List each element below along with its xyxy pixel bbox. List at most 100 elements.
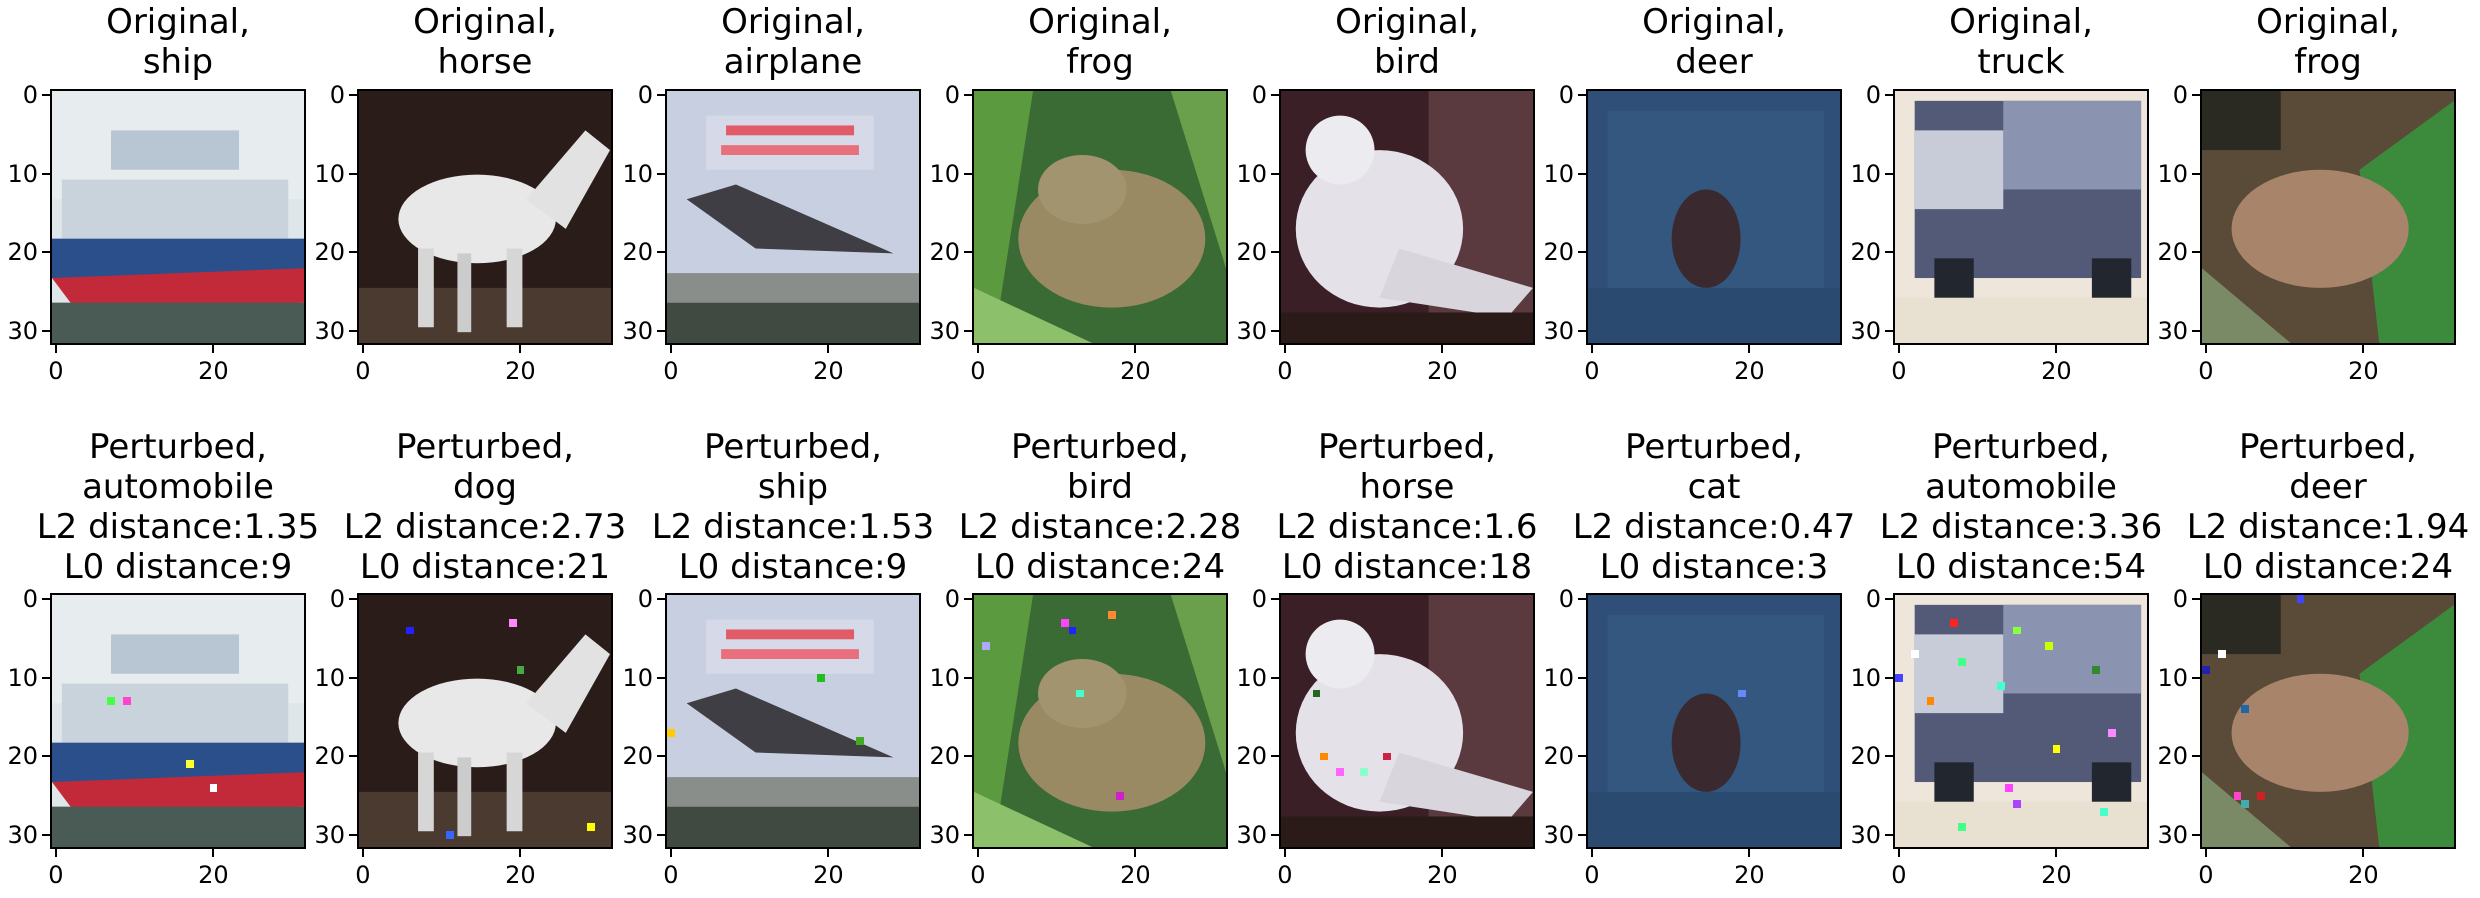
x-tick-label: 0 bbox=[1277, 357, 1293, 385]
y-tick bbox=[964, 834, 972, 837]
x-tick bbox=[669, 345, 672, 353]
panel-title-line: L2 distance:1.53 bbox=[651, 507, 935, 547]
y-tick-label: 0 bbox=[22, 584, 38, 613]
y-tick bbox=[42, 755, 50, 758]
x-tick-label: 20 bbox=[813, 861, 844, 889]
x-tick bbox=[212, 849, 215, 857]
y-tick-label: 10 bbox=[2157, 663, 2188, 692]
x-tick-label: 0 bbox=[1584, 861, 1600, 889]
y-tick-label: 30 bbox=[314, 317, 345, 346]
y-tick-label: 0 bbox=[944, 80, 960, 109]
cifar-image bbox=[972, 593, 1228, 849]
y-tick-label: 10 bbox=[1850, 159, 1881, 188]
y-tick bbox=[964, 93, 972, 96]
x-tick bbox=[361, 849, 364, 857]
x-tick-label: 0 bbox=[1891, 357, 1907, 385]
y-tick-label: 10 bbox=[622, 159, 653, 188]
perturbed-pixel bbox=[2013, 799, 2021, 808]
y-tick bbox=[1578, 172, 1586, 175]
x-tick bbox=[519, 345, 522, 353]
perturbed-pixel bbox=[981, 642, 990, 651]
y-tick bbox=[1271, 93, 1279, 96]
x-tick-label: 20 bbox=[2041, 357, 2072, 385]
y-tick bbox=[1271, 251, 1279, 254]
y-tick bbox=[657, 755, 665, 758]
panel-title-line: Original, bbox=[1949, 2, 2093, 42]
panel-title-line: L0 distance:54 bbox=[1895, 547, 2147, 587]
y-tick-label: 0 bbox=[1865, 584, 1881, 613]
y-tick-label: 10 bbox=[929, 159, 960, 188]
y-tick bbox=[1578, 93, 1586, 96]
y-tick-label: 20 bbox=[1543, 742, 1574, 771]
x-tick bbox=[2362, 849, 2365, 857]
y-tick-label: 30 bbox=[1543, 821, 1574, 850]
x-tick-label: 20 bbox=[198, 357, 229, 385]
y-tick-label: 0 bbox=[944, 584, 960, 613]
x-tick bbox=[2362, 345, 2365, 353]
x-tick-label: 20 bbox=[505, 357, 536, 385]
panel-title-line: cat bbox=[1687, 467, 1741, 507]
y-tick-label: 0 bbox=[329, 80, 345, 109]
panel-title-line: Original, bbox=[413, 2, 557, 42]
y-tick bbox=[657, 172, 665, 175]
image-content bbox=[1895, 595, 2147, 847]
y-tick-label: 0 bbox=[22, 80, 38, 109]
cifar-image bbox=[972, 89, 1228, 345]
y-tick bbox=[42, 834, 50, 837]
panel-title-line: L2 distance:1.6 bbox=[1276, 507, 1538, 547]
y-tick bbox=[2192, 834, 2200, 837]
y-tick-label: 0 bbox=[2172, 584, 2188, 613]
panel-title-line: L0 distance:18 bbox=[1281, 547, 1533, 587]
perturbed-pixel bbox=[1107, 610, 1116, 619]
y-tick-label: 20 bbox=[1543, 238, 1574, 267]
x-tick bbox=[1441, 849, 1444, 857]
y-tick-label: 10 bbox=[1543, 159, 1574, 188]
panel-title-line: ship bbox=[757, 467, 829, 507]
y-tick bbox=[349, 251, 357, 254]
panel-title-line: ship bbox=[142, 42, 214, 82]
y-tick-label: 20 bbox=[1236, 742, 1267, 771]
perturbed-pixel bbox=[1895, 673, 1903, 682]
perturbed-pixel bbox=[1076, 689, 1085, 698]
y-tick-label: 30 bbox=[929, 317, 960, 346]
y-tick-label: 10 bbox=[1850, 663, 1881, 692]
y-tick-label: 0 bbox=[1558, 80, 1574, 109]
image-content bbox=[974, 595, 1226, 847]
y-tick-label: 10 bbox=[314, 159, 345, 188]
y-tick bbox=[349, 597, 357, 600]
perturbed-pixel bbox=[209, 784, 218, 792]
cifar-image bbox=[2200, 593, 2456, 849]
perturbed-pixel bbox=[2107, 728, 2116, 737]
y-tick bbox=[1578, 330, 1586, 333]
cifar-image bbox=[665, 593, 921, 849]
perturbed-pixel bbox=[107, 697, 115, 706]
cifar-image bbox=[1586, 593, 1842, 849]
x-tick-label: 20 bbox=[1734, 357, 1765, 385]
y-tick-label: 10 bbox=[622, 663, 653, 692]
panel-title-line: deer bbox=[2289, 467, 2367, 507]
x-tick bbox=[827, 849, 830, 857]
panel-title-line: truck bbox=[1977, 42, 2065, 82]
panel-title-line: L2 distance:3.36 bbox=[1879, 507, 2163, 547]
y-tick bbox=[1885, 834, 1893, 837]
y-tick-label: 20 bbox=[2157, 238, 2188, 267]
image-content bbox=[2202, 91, 2454, 343]
image-content bbox=[359, 595, 611, 847]
y-tick-label: 10 bbox=[1543, 663, 1574, 692]
panel-title-line: Original, bbox=[721, 2, 865, 42]
x-tick bbox=[1748, 345, 1751, 353]
x-tick-label: 0 bbox=[663, 357, 679, 385]
perturbed-pixel bbox=[406, 626, 415, 635]
perturbed-pixel bbox=[1910, 650, 1919, 658]
panel-title-line: L0 distance:21 bbox=[359, 547, 611, 587]
y-tick-label: 30 bbox=[1850, 317, 1881, 346]
panel-title-line: Original, bbox=[2256, 2, 2400, 42]
y-tick bbox=[1578, 755, 1586, 758]
y-tick bbox=[42, 597, 50, 600]
image-content bbox=[974, 91, 1226, 343]
y-tick bbox=[1271, 172, 1279, 175]
y-tick-label: 20 bbox=[622, 238, 653, 267]
panel-title-line: L2 distance:2.28 bbox=[958, 507, 1242, 547]
perturbed-pixel bbox=[1320, 752, 1329, 761]
y-tick-label: 10 bbox=[1236, 663, 1267, 692]
